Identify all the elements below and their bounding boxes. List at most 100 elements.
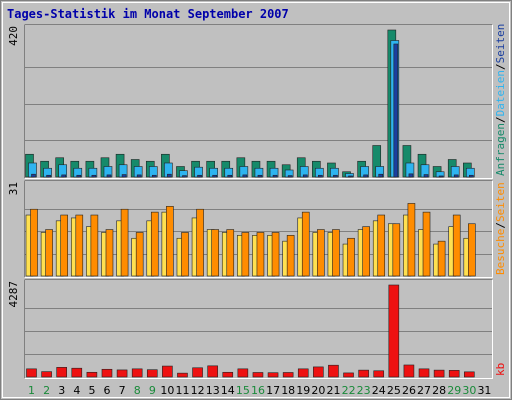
panel-middle-series-label: Besuche/Seiten <box>494 182 507 275</box>
series-label-part: / <box>494 116 507 123</box>
bar-rechner-day-24 <box>377 214 386 277</box>
x-tick-label-day-13: 13 <box>206 384 220 397</box>
x-tick-label-day-29: 29 <box>447 384 461 397</box>
x-tick-label-day-18: 18 <box>281 384 295 397</box>
bar-seiten-day-26 <box>408 173 414 178</box>
bar-kb-day-25 <box>388 284 400 378</box>
bar-rechner-day-10 <box>166 206 174 277</box>
bar-seiten-day-29 <box>453 174 459 178</box>
bar-kb-day-6 <box>101 368 113 378</box>
panel-bottom-series-label: kb <box>494 363 507 376</box>
x-tick-label-day-1: 1 <box>28 384 35 397</box>
bar-kb-day-30 <box>464 371 475 378</box>
bar-seiten-day-6 <box>106 174 112 178</box>
bar-rechner-day-16 <box>256 232 265 277</box>
bar-kb-day-13 <box>207 365 218 378</box>
bar-rechner-day-15 <box>241 232 250 277</box>
x-tick-label-day-26: 26 <box>402 384 416 397</box>
bar-kb-day-14 <box>222 371 234 378</box>
bar-seiten-day-30 <box>469 174 474 178</box>
bar-kb-day-26 <box>403 364 415 378</box>
bar-seiten-day-1 <box>31 173 36 178</box>
x-tick-label-day-22: 22 <box>342 384 356 397</box>
bar-kb-day-4 <box>71 367 83 378</box>
bar-seiten-day-25 <box>393 43 399 178</box>
x-tick-label-day-4: 4 <box>73 384 80 397</box>
bar-kb-day-7 <box>116 369 128 378</box>
bar-kb-day-18 <box>282 372 294 378</box>
x-tick-label-day-10: 10 <box>160 384 174 397</box>
bar-kb-day-15 <box>237 368 249 378</box>
x-tick-label-day-16: 16 <box>251 384 265 397</box>
bar-seiten-day-28 <box>438 175 444 178</box>
bar-rechner-day-25 <box>392 223 401 277</box>
bar-seiten-day-20 <box>318 174 323 178</box>
bar-rechner-day-12 <box>196 208 204 277</box>
x-tick-label-day-24: 24 <box>372 384 386 397</box>
panel-bottom-frame <box>24 279 493 379</box>
x-tick-label-day-12: 12 <box>191 384 205 397</box>
bar-kb-day-8 <box>131 368 143 378</box>
bar-rechner-day-30 <box>468 223 476 277</box>
chart-title: Tages-Statistik im Monat September 2007 <box>7 7 289 21</box>
x-tick-label-day-2: 2 <box>43 384 50 397</box>
x-tick-label-day-14: 14 <box>221 384 235 397</box>
bar-kb-day-27 <box>418 368 430 378</box>
series-label-part: Anfragen <box>494 123 507 176</box>
bar-rechner-day-2 <box>45 229 53 277</box>
panel-bottom-ymax-label: 4287 <box>7 281 20 308</box>
bar-rechner-day-19 <box>301 211 310 277</box>
bar-kb-day-21 <box>328 364 339 378</box>
series-label-part: / <box>494 222 507 229</box>
bar-rechner-day-29 <box>452 214 461 277</box>
x-tick-label-day-6: 6 <box>104 384 111 397</box>
bar-seiten-day-19 <box>302 174 308 178</box>
bar-seiten-day-5 <box>91 174 97 178</box>
x-tick-label-day-21: 21 <box>326 384 340 397</box>
bar-kb-day-28 <box>433 369 445 378</box>
x-tick-label-day-9: 9 <box>149 384 156 397</box>
bar-rechner-day-9 <box>150 211 159 277</box>
x-tick-label-day-19: 19 <box>296 384 310 397</box>
bar-seiten-day-2 <box>46 174 51 178</box>
bar-seiten-day-27 <box>423 174 429 178</box>
bar-seiten-day-10 <box>167 173 172 178</box>
bar-kb-day-11 <box>177 372 188 378</box>
series-label-part: Dateien <box>494 70 507 116</box>
bar-seiten-day-13 <box>212 174 217 178</box>
bar-seiten-day-3 <box>61 174 66 178</box>
bar-rechner-day-21 <box>332 229 340 277</box>
bar-rechner-day-26 <box>407 203 416 277</box>
bar-rechner-day-11 <box>181 232 189 277</box>
x-tick-label-day-7: 7 <box>119 384 126 397</box>
bar-kb-day-20 <box>313 366 324 378</box>
bar-rechner-day-6 <box>105 229 114 277</box>
bar-rechner-day-22 <box>347 237 355 277</box>
bar-kb-day-10 <box>162 365 173 378</box>
bar-rechner-day-7 <box>120 208 129 277</box>
panel-top-frame <box>24 24 493 179</box>
bar-rechner-day-27 <box>422 211 431 277</box>
bar-seiten-day-18 <box>287 175 293 178</box>
bar-kb-day-5 <box>86 371 98 378</box>
series-label-part: / <box>494 63 507 70</box>
bar-seiten-day-12 <box>197 174 202 178</box>
bar-kb-day-12 <box>192 367 203 378</box>
x-tick-label-day-3: 3 <box>58 384 65 397</box>
panel-top-ymax-label: 420 <box>7 26 20 46</box>
x-tick-label-day-15: 15 <box>236 384 250 397</box>
bar-kb-day-17 <box>267 372 279 378</box>
bar-rechner-day-28 <box>437 240 446 277</box>
x-tick-label-day-8: 8 <box>134 384 141 397</box>
bar-rechner-day-23 <box>362 226 370 277</box>
bar-rechner-day-20 <box>317 229 325 277</box>
bar-kb-day-23 <box>358 369 369 378</box>
bar-rechner-day-3 <box>60 214 68 277</box>
bar-seiten-day-22 <box>348 175 353 178</box>
panel-top-series-label: Anfragen/Dateien/Seiten <box>494 24 507 176</box>
x-tick-label-day-23: 23 <box>357 384 371 397</box>
x-tick-label-day-27: 27 <box>417 384 431 397</box>
x-tick-label-day-25: 25 <box>387 384 401 397</box>
x-tick-label-day-28: 28 <box>432 384 446 397</box>
bar-seiten-day-7 <box>121 174 127 178</box>
